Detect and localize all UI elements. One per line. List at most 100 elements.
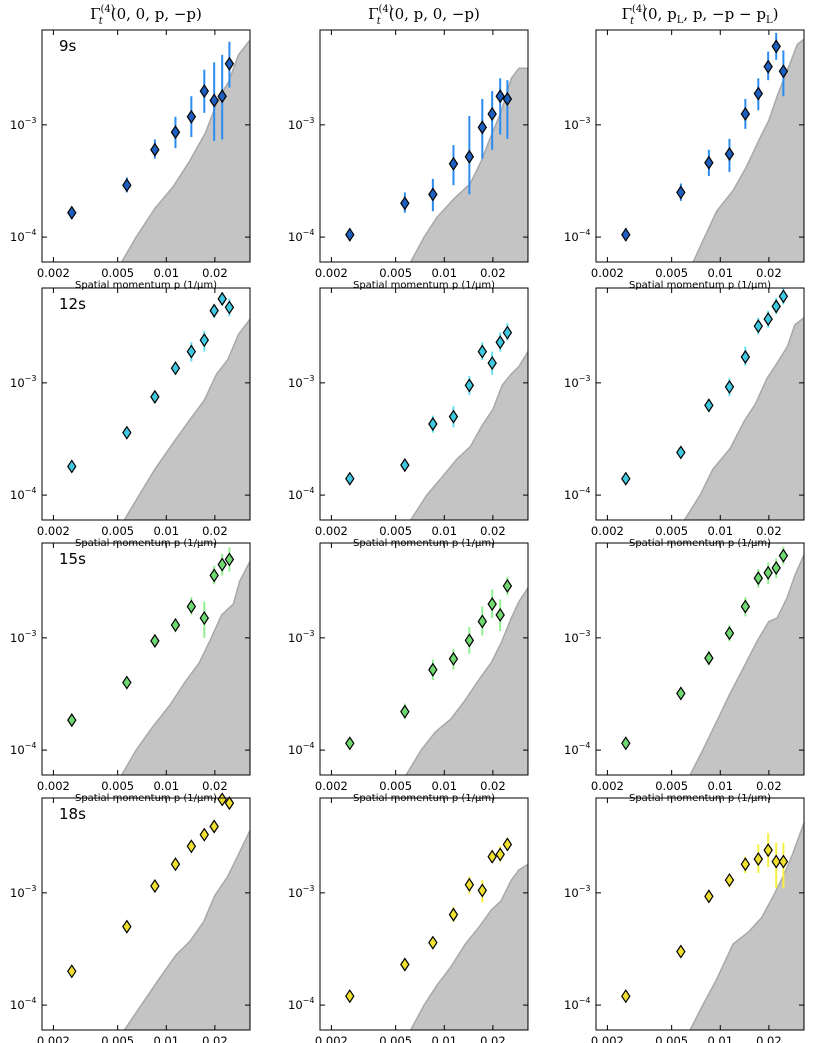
data-point	[170, 617, 181, 633]
data-point	[67, 205, 77, 220]
data-point	[771, 854, 781, 869]
data-point	[122, 675, 132, 690]
y-tick-label: 10−4	[288, 228, 314, 244]
noise-band	[123, 830, 250, 1030]
data-point	[199, 611, 210, 626]
data-point	[763, 565, 773, 580]
x-tick-label: 0.01	[431, 1034, 457, 1043]
data-point	[209, 819, 219, 834]
noise-band	[123, 317, 250, 520]
data-point	[676, 944, 686, 959]
x-tick-label: 0.01	[707, 779, 733, 793]
x-tick-label: 0.005	[101, 524, 134, 538]
data-point	[477, 883, 488, 898]
y-tick-label: 10−3	[10, 884, 36, 900]
data-point	[170, 125, 181, 140]
y-tick-label: 10−4	[288, 486, 314, 502]
y-tick-label: 10−3	[564, 884, 590, 900]
x-tick-label: 0.01	[153, 266, 179, 280]
x-tick-label: 0.005	[655, 266, 688, 280]
y-tick-label: 10−3	[10, 116, 36, 132]
panel-frame	[41, 29, 251, 263]
x-tick-label: 0.002	[37, 266, 70, 280]
data-point	[495, 335, 505, 350]
noise-band	[405, 586, 528, 775]
data-point	[753, 86, 764, 101]
y-tick-label: 10−3	[10, 629, 36, 645]
y-tick-label: 10−3	[288, 374, 314, 390]
data-point	[704, 889, 714, 904]
panel-9s-col3: 0.002 0.005 0.01 0.02 10−4 10−3 Spatial moment…	[564, 29, 805, 291]
data-point	[345, 471, 355, 486]
data-point	[724, 872, 735, 888]
column-title-1: Γ(4) t (0, 0, p, −p)	[90, 4, 202, 27]
title-arguments: (0, 0, p, −p)	[111, 5, 202, 23]
data-point	[345, 736, 355, 751]
y-tick-label: 10−4	[564, 741, 590, 757]
x-tick-label: 0.02	[480, 1034, 506, 1043]
y-tick-label: 10−3	[10, 374, 36, 390]
x-tick-label: 0.02	[756, 266, 782, 280]
data-point	[170, 361, 181, 376]
data-point	[224, 56, 235, 71]
data-point	[345, 227, 355, 242]
time-label: 18s	[59, 805, 86, 823]
data-point	[676, 686, 686, 701]
data-point	[209, 303, 219, 318]
data-point	[740, 599, 751, 614]
y-tick-label: 10−3	[564, 629, 590, 645]
data-point	[477, 120, 488, 135]
x-tick-label: 0.002	[591, 266, 624, 280]
x-tick-label: 0.01	[153, 779, 179, 793]
y-tick-label: 10−4	[10, 486, 36, 502]
title-symbol: Γ	[368, 5, 378, 23]
panel-frame	[595, 542, 805, 776]
data-point	[428, 935, 438, 950]
y-tick-label: 10−3	[288, 116, 314, 132]
data-point	[753, 319, 764, 334]
data-point	[209, 568, 219, 583]
x-tick-label: 0.02	[480, 779, 506, 793]
data-point	[150, 142, 160, 157]
data-point	[704, 651, 714, 666]
x-tick-label: 0.002	[37, 1034, 70, 1043]
x-tick-label: 0.002	[591, 1034, 624, 1043]
column-titles: Γ(4) t (0, 0, p, −p) Γ(4) t (0, p, 0, −p) Γ(4)…	[90, 4, 778, 27]
y-tick-label: 10−4	[564, 228, 590, 244]
title-symbol: Γ	[622, 5, 632, 23]
title-arguments: )	[773, 5, 779, 23]
data-point	[621, 736, 631, 751]
data-point	[740, 106, 751, 122]
y-tick-label: 10−4	[288, 741, 314, 757]
data-point	[67, 713, 77, 728]
data-point	[150, 878, 160, 894]
x-tick-label: 0.002	[315, 266, 348, 280]
data-point	[464, 877, 475, 892]
noise-band	[409, 350, 528, 520]
title-symbol: Γ	[90, 5, 100, 23]
x-tick-label: 0.005	[101, 1034, 134, 1043]
x-tick-label: 0.002	[37, 779, 70, 793]
x-axis-label: Spatial momentum p (1/μm)	[629, 280, 771, 291]
data-point	[763, 843, 773, 858]
x-tick-label: 0.02	[756, 524, 782, 538]
data-point	[186, 109, 197, 124]
data-point	[199, 827, 210, 842]
data-point	[763, 59, 773, 74]
noise-band	[689, 822, 804, 1030]
x-tick-label: 0.005	[379, 524, 412, 538]
data-point	[740, 349, 751, 365]
panel-frame	[41, 797, 251, 1031]
x-tick-label: 0.01	[707, 266, 733, 280]
data-point	[224, 796, 235, 811]
data-point	[400, 957, 410, 972]
x-tick-label: 0.02	[202, 266, 228, 280]
data-point	[122, 178, 132, 193]
title-arguments: (0, p	[642, 5, 677, 23]
x-tick-label: 0.01	[431, 266, 457, 280]
